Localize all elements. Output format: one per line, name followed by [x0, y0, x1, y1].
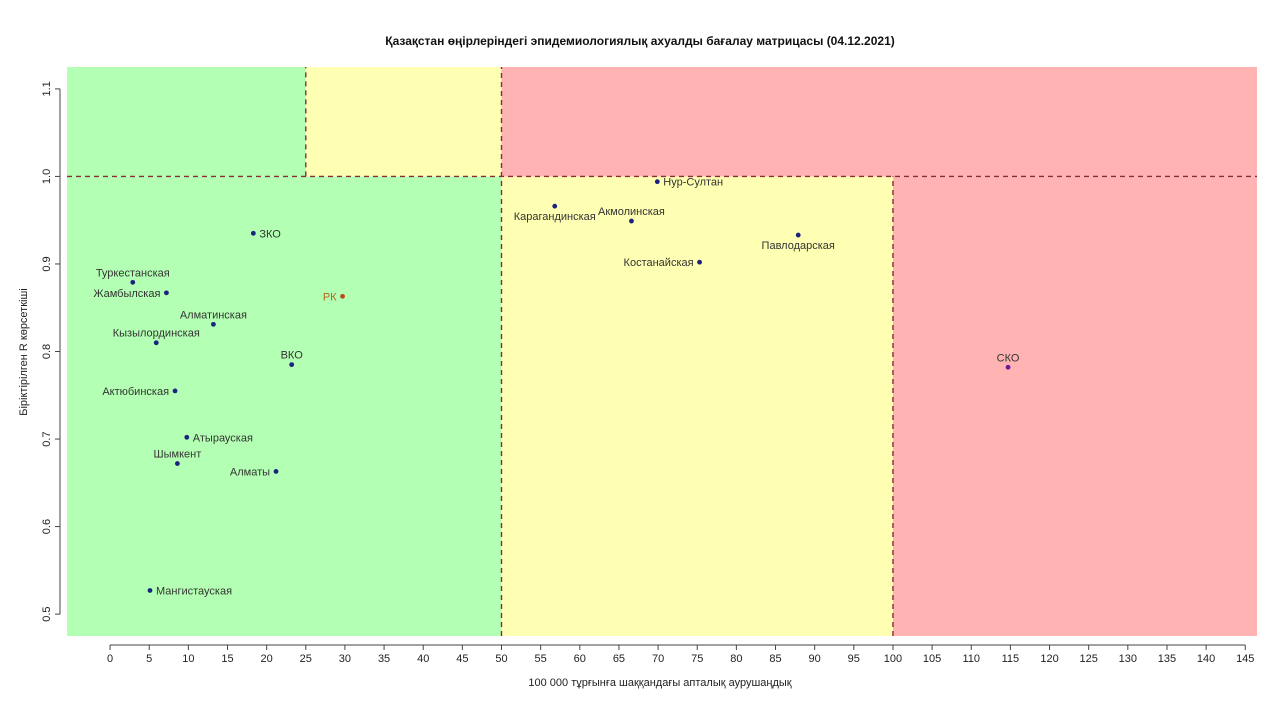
data-label: Жамбылская: [93, 288, 160, 300]
data-label: ВКО: [281, 350, 304, 362]
x-tick-label: 20: [261, 653, 273, 665]
data-label: Актюбинская: [102, 386, 169, 398]
y-tick-label: 1.0: [41, 169, 53, 184]
x-tick-label: 25: [300, 653, 312, 665]
x-tick-label: 55: [535, 653, 547, 665]
data-label: Кызылординская: [113, 328, 200, 340]
data-point: [552, 203, 558, 209]
x-tick-label: 15: [221, 653, 233, 665]
y-tick-label: 0.6: [41, 519, 53, 534]
data-label: Алматы: [230, 466, 270, 478]
data-point: [1005, 364, 1011, 370]
x-tick-label: 60: [574, 653, 586, 665]
x-tick-label: 100: [884, 653, 902, 665]
data-point: [211, 321, 216, 327]
axes-layer: 0 5 10 15 20 25 30 35 40 45 50 55 60 65 70 75 80 85 90 95 10…: [41, 81, 1254, 665]
x-tick-label: 80: [730, 653, 742, 665]
y-tick-label: 0.9: [41, 256, 53, 271]
data-point: [172, 388, 178, 394]
data-label: ЗКО: [259, 228, 281, 240]
data-point: [795, 232, 801, 238]
zone-5: [892, 176, 1257, 636]
x-tick-label: 35: [378, 653, 390, 665]
y-tick-label: 0.7: [41, 431, 53, 446]
zone-4: [501, 67, 1257, 177]
data-point: [289, 362, 295, 368]
x-tick-label: 130: [1119, 653, 1137, 665]
data-label: Карагандинская: [514, 211, 596, 223]
x-tick-label: 115: [1002, 653, 1020, 665]
x-tick-label: 65: [613, 653, 625, 665]
data-label: Шымкент: [154, 449, 202, 461]
data-label: Павлодарская: [762, 240, 835, 252]
x-tick-label: 0: [107, 653, 113, 665]
data-point: [174, 461, 180, 466]
data-point: [184, 434, 190, 440]
x-tick-label: 45: [456, 653, 468, 665]
x-tick-label: 95: [848, 653, 860, 665]
x-tick-label: 125: [1079, 653, 1097, 665]
data-label: РК: [323, 291, 337, 303]
zone-1: [67, 67, 306, 177]
zone-2: [305, 67, 502, 177]
x-tick-label: 140: [1197, 653, 1215, 665]
chart-title: Қазақстан өңірлеріндегі эпидемиологиялық…: [385, 34, 895, 48]
zone-0: [67, 176, 502, 636]
x-tick-label: 135: [1158, 653, 1176, 665]
data-point: [164, 290, 169, 296]
x-axis-label: 100 000 тұрғынға шаққандағы апталық ауру…: [528, 677, 792, 689]
data-point: [153, 340, 159, 346]
data-point: [130, 279, 136, 285]
x-tick-label: 50: [495, 653, 507, 665]
y-tick-label: 1.1: [41, 81, 53, 96]
data-label: Атырауская: [193, 432, 253, 444]
data-point: [629, 218, 634, 224]
data-label: СКО: [997, 352, 1020, 364]
x-tick-label: 110: [962, 653, 980, 665]
data-label: Костанайская: [624, 257, 694, 269]
y-tick-label: 0.8: [41, 344, 53, 359]
x-tick-label: 85: [769, 653, 781, 665]
x-tick-label: 30: [339, 653, 351, 665]
data-point: [697, 259, 702, 265]
x-tick-label: 90: [809, 653, 821, 665]
data-point: [250, 230, 256, 236]
data-label: Туркестанская: [96, 267, 170, 279]
data-point: [340, 293, 345, 299]
x-tick-label: 5: [146, 653, 152, 665]
data-label: Нур-Султан: [663, 177, 723, 189]
points-layer: ЗКО Туркестанская Жамбылская РК Алматинская К…: [93, 177, 1020, 598]
data-label: Мангистауская: [156, 585, 232, 597]
x-tick-label: 70: [652, 653, 664, 665]
x-tick-label: 40: [417, 653, 429, 665]
data-point: [654, 179, 660, 185]
x-tick-label: 120: [1040, 653, 1058, 665]
data-label: Алматинская: [180, 309, 247, 321]
data-label: Акмолинская: [598, 206, 665, 218]
zone-3: [501, 176, 893, 636]
threshold-lines-layer: [67, 67, 1257, 636]
x-tick-label: 105: [923, 653, 941, 665]
x-tick-label: 10: [182, 653, 194, 665]
x-tick-label: 75: [691, 653, 703, 665]
y-axis-label: Біріктірілген R көрсеткіші: [18, 288, 30, 416]
data-point: [147, 588, 153, 593]
y-tick-label: 0.5: [41, 606, 53, 621]
x-tick-label: 145: [1236, 653, 1254, 665]
zones-layer: [67, 67, 1257, 636]
data-point: [273, 469, 279, 474]
